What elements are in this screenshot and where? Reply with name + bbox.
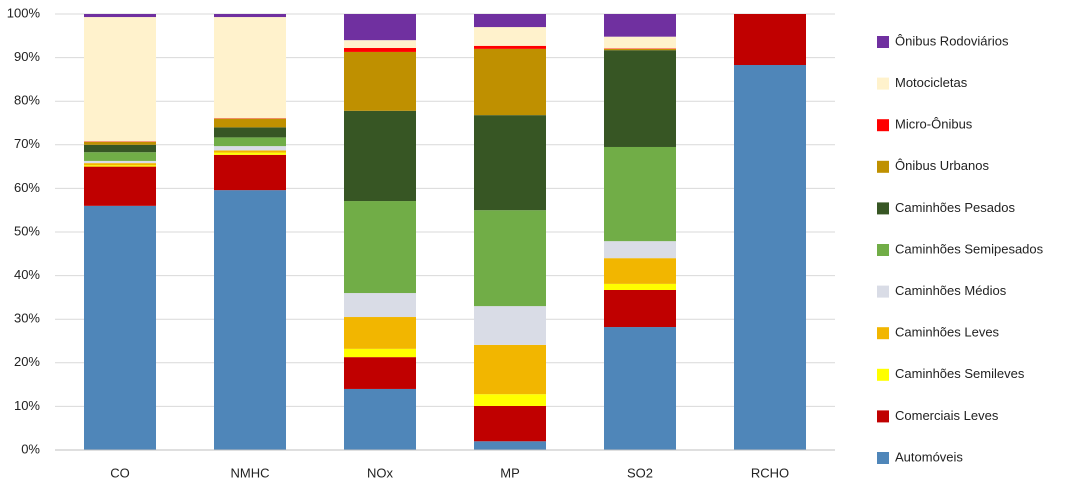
bar-segment — [734, 65, 806, 451]
legend-label: Caminhões Pesados — [895, 200, 1015, 215]
bar-segment — [344, 293, 416, 318]
bar-segment — [604, 283, 676, 290]
y-tick-label: 40% — [14, 267, 40, 282]
bar-segment — [344, 14, 416, 41]
legend-swatch — [877, 77, 889, 90]
legend-label: Motocicletas — [895, 75, 968, 90]
bar-segment — [604, 48, 676, 51]
bar-segment — [474, 405, 546, 442]
bar-segment — [474, 45, 546, 49]
y-tick-label: 100% — [7, 5, 41, 20]
legend-swatch — [877, 119, 889, 132]
legend-swatch — [877, 202, 889, 215]
x-tick-label: RCHO — [751, 465, 789, 480]
bar-segment — [474, 48, 546, 116]
legend-label: Micro-Ônibus — [895, 117, 973, 132]
bar-segment — [214, 190, 286, 451]
x-tick-label: NOx — [367, 465, 394, 480]
x-tick-label: SO2 — [627, 465, 653, 480]
bar-segment — [344, 388, 416, 450]
y-tick-label: 30% — [14, 311, 40, 326]
y-tick-label: 60% — [14, 180, 40, 195]
x-tick-label: NMHC — [231, 465, 270, 480]
legend-swatch — [877, 160, 889, 173]
bar-segment — [474, 394, 546, 406]
bar-segment — [604, 146, 676, 242]
x-tick-label: MP — [500, 465, 520, 480]
legend-label: Ônibus Rodoviários — [895, 33, 1009, 48]
bar-segment — [214, 150, 286, 153]
bar-segment — [214, 118, 286, 128]
bar-segment — [84, 163, 156, 166]
bar-segment — [344, 51, 416, 111]
bar-segment — [474, 27, 546, 46]
bar-segment — [344, 110, 416, 202]
bar-segment — [734, 14, 806, 66]
y-tick-label: 90% — [14, 49, 40, 64]
bar-segment — [84, 166, 156, 206]
legend-swatch — [877, 285, 889, 298]
bar-segment — [474, 344, 546, 395]
legend-label: Caminhões Semileves — [895, 366, 1025, 381]
bar-segment — [84, 152, 156, 161]
bar-segment — [214, 146, 286, 151]
x-tick-label: CO — [110, 465, 130, 480]
bar-segment — [214, 14, 286, 18]
y-tick-label: 50% — [14, 223, 40, 238]
bar-segment — [474, 441, 546, 450]
bar-segment — [604, 50, 676, 147]
bar-segment — [214, 154, 286, 191]
bar-segment — [84, 160, 156, 164]
bar-segment — [84, 165, 156, 167]
bar-segment — [344, 48, 416, 52]
bar-segment — [84, 141, 156, 145]
legend-label: Caminhões Semipesados — [895, 241, 1044, 256]
legend-swatch — [877, 452, 889, 464]
bar-segment — [604, 289, 676, 328]
y-tick-label: 0% — [21, 441, 40, 456]
legend-swatch — [877, 368, 889, 381]
y-tick-label: 70% — [14, 136, 40, 151]
bar-segment — [214, 137, 286, 147]
bar-segment — [474, 306, 546, 345]
legend-label: Caminhões Médios — [895, 283, 1007, 298]
y-tick-label: 20% — [14, 354, 40, 369]
bar-segment — [604, 258, 676, 284]
bar-segment — [344, 40, 416, 49]
bar-segment — [344, 357, 416, 389]
bar-segment — [344, 201, 416, 294]
legend-swatch — [877, 327, 889, 340]
bar-segment — [84, 205, 156, 450]
bar-segment — [344, 317, 416, 349]
bar-segment — [474, 14, 546, 28]
bar-segment — [84, 144, 156, 153]
bar-segment — [214, 17, 286, 119]
bar-segment — [84, 14, 156, 18]
legend-label: Automóveis — [895, 449, 963, 464]
legend-swatch — [877, 36, 889, 48]
legend-label: Comerciais Leves — [895, 408, 999, 423]
bar-segment — [474, 115, 546, 211]
bar-segment — [604, 14, 676, 37]
y-tick-label: 80% — [14, 93, 40, 108]
bar-segment — [214, 127, 286, 138]
bar-segment — [84, 17, 156, 142]
y-tick-label: 10% — [14, 398, 40, 413]
bar-segment — [344, 348, 416, 358]
bar-segment — [214, 152, 286, 155]
legend-label: Caminhões Leves — [895, 325, 1000, 340]
legend-label: Ônibus Urbanos — [895, 158, 989, 173]
bar-segment — [604, 327, 676, 450]
bar-segment — [604, 241, 676, 259]
bar-segment — [604, 36, 676, 49]
legend-swatch — [877, 410, 889, 423]
bar-segment — [474, 210, 546, 307]
legend-swatch — [877, 244, 889, 256]
